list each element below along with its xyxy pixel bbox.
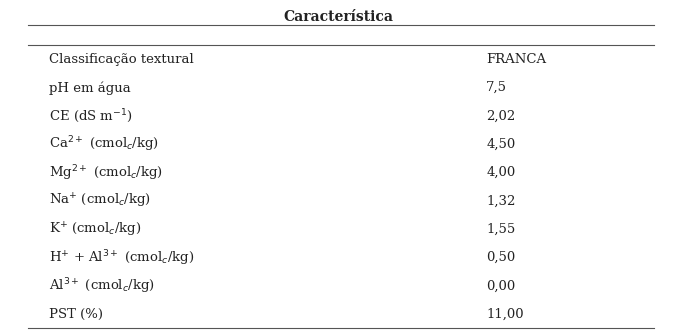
Text: 0,50: 0,50 xyxy=(486,251,515,264)
Text: Al$^{3+}$ (cmol$_c$/kg): Al$^{3+}$ (cmol$_c$/kg) xyxy=(49,276,154,296)
Text: 4,00: 4,00 xyxy=(486,166,515,179)
Text: K$^{+}$ (cmol$_c$/kg): K$^{+}$ (cmol$_c$/kg) xyxy=(49,220,141,239)
Text: pH em água: pH em água xyxy=(49,81,130,94)
Text: 1,55: 1,55 xyxy=(486,223,515,236)
Text: 4,50: 4,50 xyxy=(486,138,515,151)
Text: FRANCA: FRANCA xyxy=(486,53,546,66)
Text: Na$^{+}$ (cmol$_c$/kg): Na$^{+}$ (cmol$_c$/kg) xyxy=(49,192,151,210)
Text: Característica: Característica xyxy=(283,10,393,24)
Text: Classificação textural: Classificação textural xyxy=(49,53,193,66)
Text: 2,02: 2,02 xyxy=(486,110,515,123)
Text: Mg$^{2+}$ (cmol$_c$/kg): Mg$^{2+}$ (cmol$_c$/kg) xyxy=(49,163,162,182)
Text: CE (dS m$^{-1}$): CE (dS m$^{-1}$) xyxy=(49,107,132,125)
Text: Ca$^{2+}$ (cmol$_c$/kg): Ca$^{2+}$ (cmol$_c$/kg) xyxy=(49,135,159,154)
Text: 11,00: 11,00 xyxy=(486,308,524,321)
Text: 1,32: 1,32 xyxy=(486,195,516,208)
Text: 7,5: 7,5 xyxy=(486,81,507,94)
Text: H$^{+}$ + Al$^{3+}$ (cmol$_c$/kg): H$^{+}$ + Al$^{3+}$ (cmol$_c$/kg) xyxy=(49,248,193,267)
Text: 0,00: 0,00 xyxy=(486,280,515,293)
Text: PST (%): PST (%) xyxy=(49,308,103,321)
